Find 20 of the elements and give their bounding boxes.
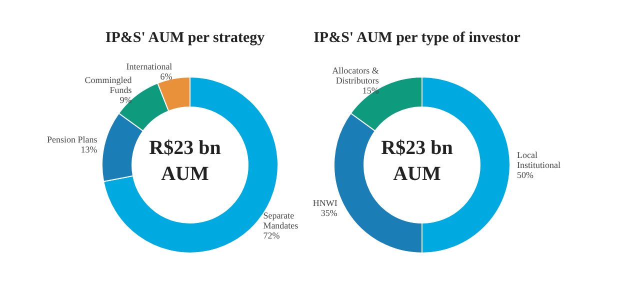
text: R$23 bn bbox=[149, 137, 221, 159]
data-label: 15% bbox=[362, 85, 380, 96]
slice-label: International bbox=[126, 62, 173, 72]
data-label: 13% bbox=[80, 144, 98, 154]
text: R$23 bn bbox=[381, 137, 453, 159]
slice-label: Pension Plans bbox=[47, 134, 98, 144]
slice-label: Separate Mandates bbox=[263, 210, 299, 231]
data-label: 72% bbox=[263, 230, 280, 241]
slice-label: Allocators & Distributors bbox=[332, 65, 380, 86]
chart-title: IP&S' AUM per type of investor bbox=[312, 30, 522, 47]
slice-label: HNWI bbox=[312, 198, 338, 208]
data-label: 9% bbox=[120, 94, 132, 105]
text: AUM bbox=[161, 163, 210, 185]
data-label: 35% bbox=[320, 208, 338, 218]
slice-label: Local Institutional bbox=[517, 150, 561, 170]
data-label: 6% bbox=[160, 72, 173, 82]
slice-label: Commingled Funds bbox=[84, 74, 132, 95]
data-label: 50% bbox=[517, 170, 534, 180]
text: AUM bbox=[393, 163, 442, 185]
chart-title: IP&S' AUM per strategy bbox=[105, 30, 265, 46]
